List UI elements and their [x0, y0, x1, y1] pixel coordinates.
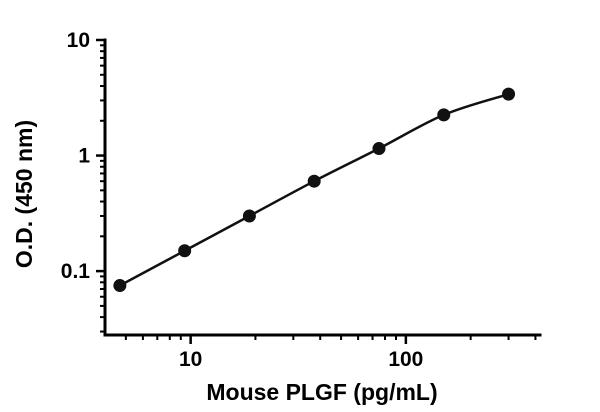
data-point-marker [437, 108, 451, 122]
data-point-marker [372, 142, 386, 156]
data-point-marker [502, 87, 516, 101]
axis-lines [103, 38, 542, 337]
y-tick-label: 0.1 [61, 260, 91, 283]
major-ticks [96, 38, 408, 344]
y-tick-label: 1 [78, 145, 90, 168]
data-point-marker [178, 244, 192, 258]
fit-curve [119, 92, 509, 287]
data-point-marker [242, 209, 256, 223]
curve [119, 92, 509, 287]
x-tick-label: 100 [388, 348, 423, 371]
tick-labels: 10 100 0.1 1 10 [61, 29, 424, 371]
minor-ticks [100, 44, 537, 340]
y-tick-label: 10 [67, 29, 90, 52]
data-point-marker [113, 279, 127, 293]
data-points [113, 87, 516, 293]
x-axis-title: Mouse PLGF (pg/mL) [206, 379, 437, 405]
y-axis-title: O.D. (450 nm) [11, 120, 37, 268]
data-point-marker [307, 174, 321, 188]
x-tick-label: 10 [179, 348, 202, 371]
axes [103, 38, 542, 337]
